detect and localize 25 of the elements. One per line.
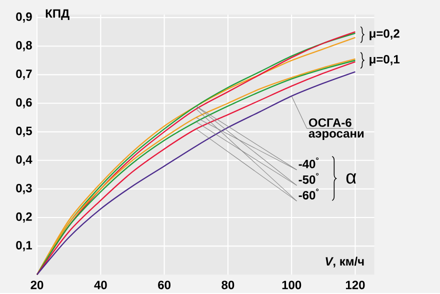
annotation: аэросани	[308, 131, 364, 140]
y-tick-label: 0,9	[16, 12, 32, 23]
annotation: μ=0,2	[370, 29, 400, 40]
annotation: ОСГА-6	[308, 118, 352, 127]
x-tick-label: 40	[94, 280, 107, 290]
annotation: α	[346, 173, 356, 184]
annotation: -60$^{°}$	[298, 188, 319, 200]
y-tick-label: 0,4	[16, 155, 32, 166]
x-axis-title: V, км/ч	[326, 256, 364, 268]
annotation: μ=0,1	[370, 55, 400, 66]
y-tick-label: 0,7	[16, 70, 32, 80]
y-tick-label: 0,3	[16, 184, 32, 194]
y-tick-label: 0,5	[16, 126, 32, 138]
x-tick-label: 80	[222, 280, 234, 290]
x-tick-label: 20	[30, 280, 44, 290]
y-tick-label: 0,6	[16, 98, 32, 109]
x-tick-label: 120	[346, 280, 365, 290]
x-tick-label: 100	[282, 280, 302, 290]
x-tick-label: 60	[158, 280, 170, 290]
y-tick-label: 0,1	[16, 241, 32, 252]
y-tick-label: 0,2	[16, 212, 32, 223]
annotation: -50$^{°}$	[298, 173, 319, 184]
annotation: -40$^{°}$	[298, 158, 319, 168]
y-tick-label: 0,8	[16, 41, 32, 52]
y-axis-title: КПД	[46, 10, 70, 20]
